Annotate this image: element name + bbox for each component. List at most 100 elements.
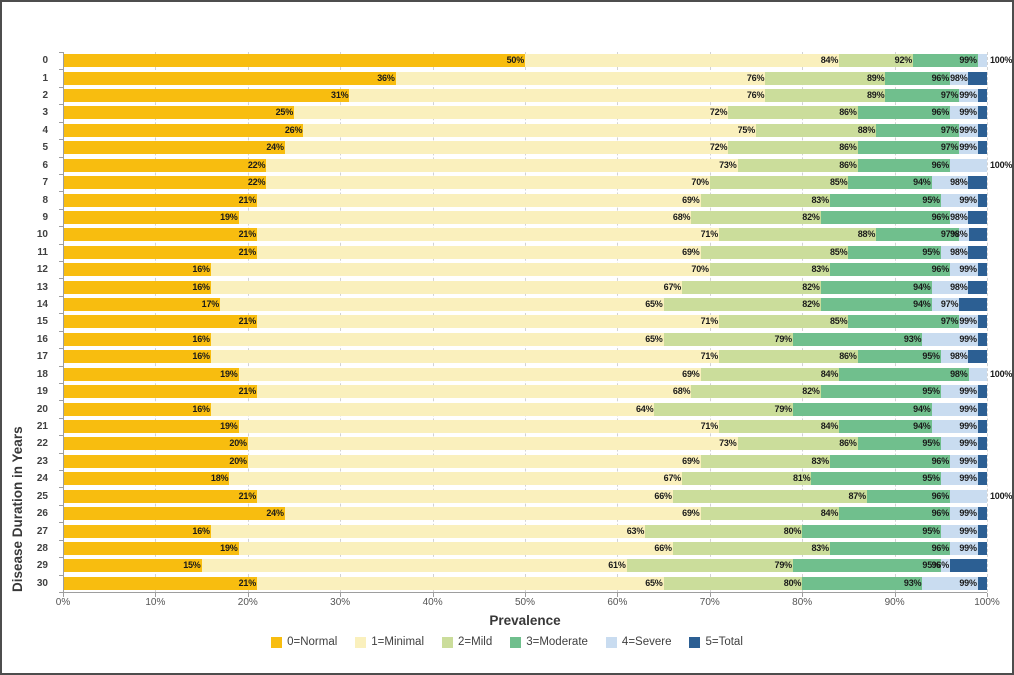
y-tick-mark	[59, 191, 63, 192]
bar-row: 19% 69% 84% 98% 100%	[63, 368, 1012, 381]
value-label-minimal: 71%	[700, 351, 719, 361]
bar-segment-moderate	[866, 490, 951, 503]
y-tick-mark	[59, 592, 63, 593]
legend-swatch-normal	[271, 636, 283, 648]
y-tick-mark	[59, 69, 63, 70]
bar-row: 18% 67% 81% 95% 99%	[63, 472, 987, 485]
bar-segment-severe	[968, 368, 987, 381]
bar-stack	[63, 89, 987, 102]
bar-segment-moderate	[839, 507, 951, 520]
y-tick-label: 13	[36, 282, 48, 293]
y-tick-mark	[59, 522, 63, 523]
value-label-moderate: 97%	[940, 142, 959, 152]
value-label-normal: 26%	[284, 125, 303, 135]
x-tick-labels: 0% 10% 20% 30% 40% 50% 60% 70% 80% 90% 100%	[56, 597, 1000, 611]
value-label-minimal: 76%	[746, 73, 765, 83]
bar-segment-minimal	[257, 385, 692, 398]
value-label-severe: 98%	[950, 177, 968, 187]
bar-segment-normal	[63, 350, 211, 363]
value-label-minimal: 73%	[719, 160, 737, 170]
value-label-moderate: 96%	[931, 73, 950, 83]
y-tick-mark	[59, 87, 63, 88]
value-label-severe: 99%	[959, 107, 977, 117]
bar-segment-moderate	[811, 472, 941, 485]
y-tick-label: 6	[42, 160, 48, 171]
bar-segment-mild	[719, 315, 849, 328]
value-label-normal: 16%	[192, 334, 210, 344]
y-tick-label: 28	[36, 543, 48, 554]
y-tick-mark	[59, 122, 63, 123]
value-label-moderate: 93%	[903, 578, 922, 588]
value-label-normal: 21%	[238, 229, 257, 239]
x-tick-mark	[709, 593, 711, 597]
value-label-minimal: 69%	[682, 369, 700, 379]
bar-segment-normal	[63, 525, 211, 538]
y-tick-label: 25	[36, 491, 48, 502]
value-label-moderate: 94%	[913, 282, 931, 292]
bar-row: 21% 71% 85% 97% 99%	[63, 315, 987, 328]
bar-stack	[63, 385, 987, 398]
value-label-mild: 86%	[839, 351, 857, 361]
value-label-normal: 22%	[247, 160, 266, 170]
value-label-minimal: 67%	[663, 282, 682, 292]
bar-segment-mild	[672, 542, 830, 555]
value-label-normal: 21%	[238, 491, 257, 501]
bar-segment-normal	[63, 106, 294, 119]
value-label-moderate: 96%	[931, 160, 950, 170]
value-label-moderate: 97%	[940, 125, 959, 135]
bar-stack	[63, 455, 987, 468]
value-label-mild: 88%	[857, 229, 876, 239]
bar-segment-moderate	[820, 211, 951, 224]
bar-row: 19% 71% 84% 94% 99%	[63, 420, 987, 433]
legend-item-mild: 2=Mild	[442, 636, 492, 648]
bar-segment-total	[977, 577, 987, 590]
bar-segment-normal	[63, 194, 258, 207]
bar-segment-normal	[63, 437, 248, 450]
value-label-normal: 16%	[192, 282, 210, 292]
x-tick-label: 70%	[699, 597, 720, 608]
y-tick-label: 9	[42, 212, 48, 223]
bar-segment-severe	[940, 246, 969, 259]
bar-segment-minimal	[257, 228, 720, 241]
bar-segment-moderate	[857, 106, 951, 119]
value-label-moderate: 95%	[922, 438, 940, 448]
y-tick-mark	[59, 575, 63, 576]
value-label-severe: 99%	[959, 473, 977, 483]
y-tick-label: 15	[36, 316, 48, 327]
bar-segment-normal	[63, 490, 258, 503]
y-tick-mark	[59, 313, 63, 314]
bar-segment-moderate	[829, 194, 941, 207]
value-label-normal: 21%	[238, 386, 257, 396]
value-label-severe: 99%	[959, 508, 977, 518]
bar-stack	[63, 176, 987, 189]
bar-segment-mild	[709, 176, 849, 189]
bar-segment-normal	[63, 211, 239, 224]
value-label-mild: 92%	[894, 55, 913, 65]
bar-segment-total	[968, 281, 987, 294]
bar-segment-normal	[63, 141, 285, 154]
bar-segment-moderate	[820, 281, 932, 294]
y-tick-mark	[59, 366, 63, 367]
bar-row: 22% 70% 85% 94% 98%	[63, 176, 987, 189]
bar-segment-normal	[63, 246, 258, 259]
bar-segment-moderate	[829, 263, 950, 276]
value-label-normal: 22%	[247, 177, 266, 187]
bar-segment-moderate	[857, 141, 960, 154]
value-label-severe: 99%	[959, 456, 977, 466]
x-tick-label: 50%	[514, 597, 535, 608]
bar-segment-minimal	[201, 559, 627, 572]
bar-segment-moderate	[885, 72, 950, 85]
value-label-moderate: 94%	[913, 421, 931, 431]
bar-segment-moderate	[857, 350, 941, 363]
value-label-normal: 19%	[220, 421, 238, 431]
bar-segment-minimal	[525, 54, 840, 67]
bar-segment-mild	[645, 525, 803, 538]
y-tick-label: 18	[36, 369, 48, 380]
y-tick-label: 29	[36, 560, 48, 571]
bar-row: 21% 71% 88% 97% 98%	[63, 228, 987, 241]
bar-stack	[63, 124, 987, 137]
bar-stack	[63, 542, 987, 555]
value-label-moderate: 98%	[950, 369, 968, 379]
bar-segment-minimal	[257, 490, 673, 503]
